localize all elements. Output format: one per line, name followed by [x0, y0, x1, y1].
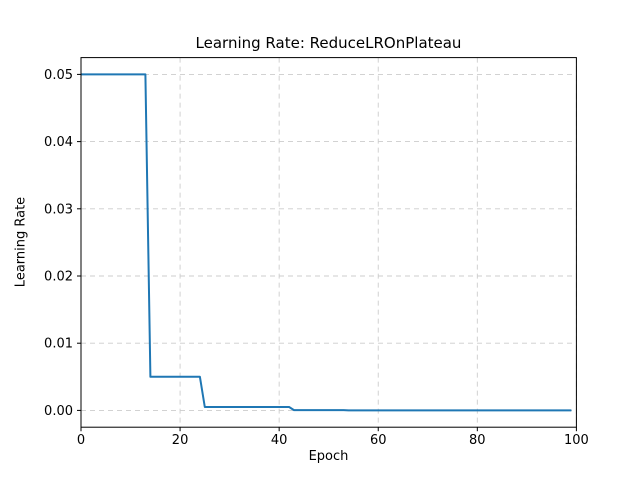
y-tick-label: 0.03 [44, 202, 73, 217]
x-tick-label: 80 [469, 433, 486, 448]
y-tick-label: 0.02 [44, 270, 73, 285]
y-tick-label: 0.04 [44, 135, 73, 150]
y-tick-label: 0.00 [44, 404, 73, 419]
axes-box [80, 57, 577, 428]
axis-ticks [77, 73, 577, 432]
y-axis-label-text: Learning Rate [13, 196, 29, 288]
chart-title: Learning Rate: ReduceLROnPlateau [195, 34, 462, 52]
x-tick-label: 60 [370, 433, 387, 448]
x-tick-label: 0 [77, 433, 85, 448]
x-tick-label: 40 [271, 433, 288, 448]
data-series-layer [81, 73, 572, 412]
grid [80, 57, 577, 428]
axes-spines [80, 57, 577, 428]
y-tick-label: 0.01 [44, 337, 73, 352]
learning_rate-line [81, 73, 572, 412]
x-tick-label: 100 [564, 433, 589, 448]
tick-labels: 0 20 40 60 80 100 0.00 0.01 0.02 0.03 0.04 0.05 [44, 68, 589, 448]
x-tick-label: 20 [172, 433, 189, 448]
y-tick-label: 0.05 [44, 68, 73, 83]
x-axis-label: Epoch [308, 449, 349, 464]
